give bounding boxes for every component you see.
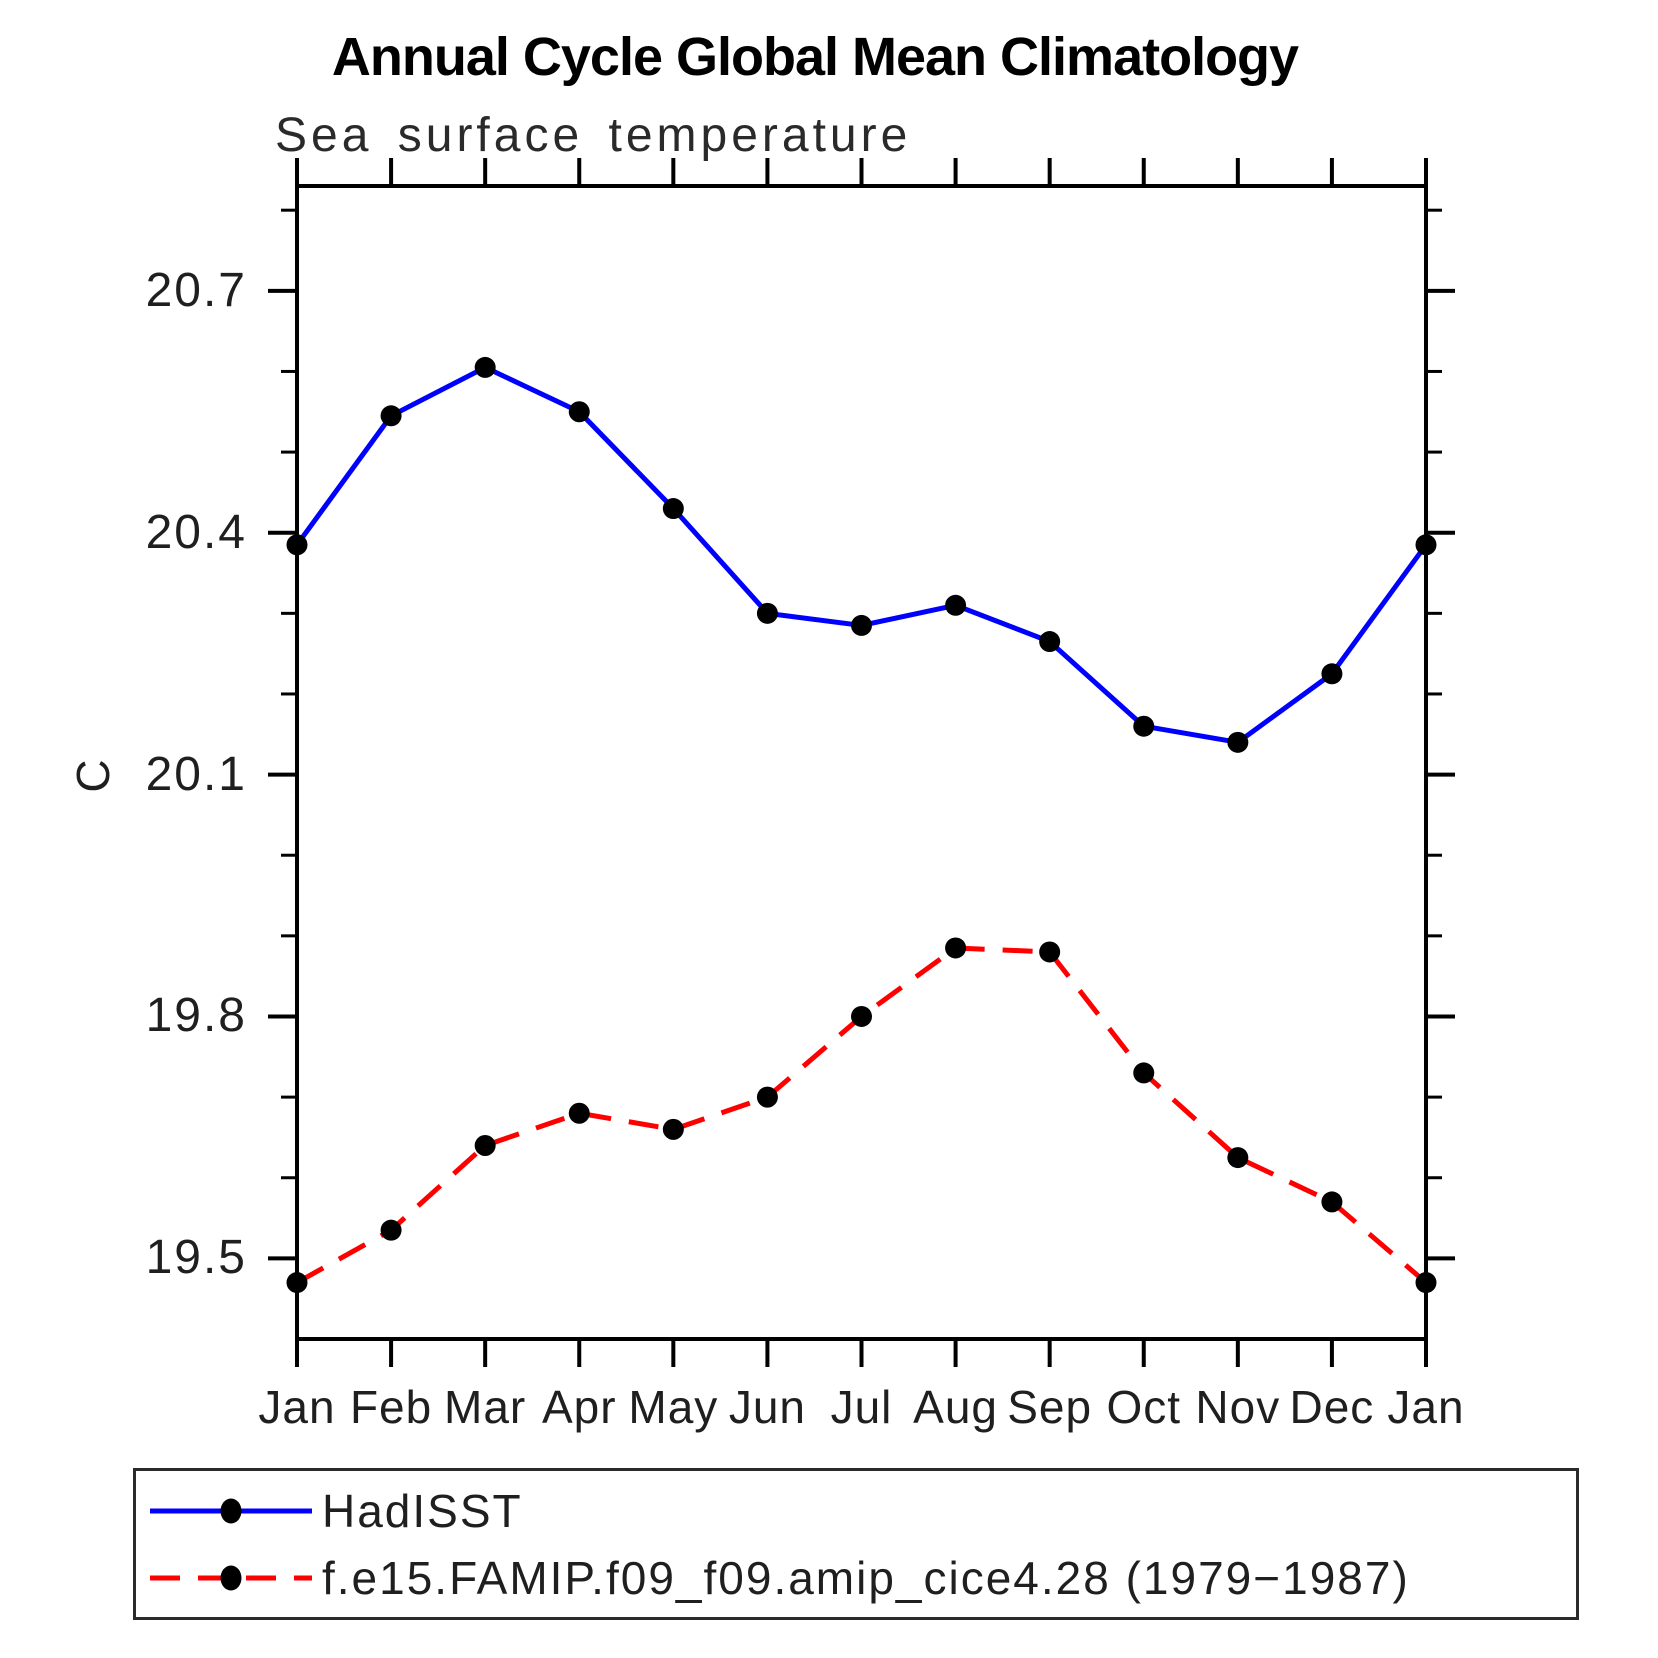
xtick-label: Nov — [1195, 1381, 1281, 1433]
ytick-label: 20.7 — [145, 263, 247, 317]
xtick-label: Oct — [1106, 1381, 1182, 1433]
xtick-label: May — [628, 1381, 719, 1433]
xtick-label: Sep — [1007, 1381, 1093, 1433]
ytick-label: 19.5 — [145, 1231, 247, 1285]
xtick-label: Jan — [258, 1381, 336, 1433]
legend-box — [133, 1468, 1579, 1620]
chart-subtitle: Sea surface temperature — [275, 109, 912, 162]
ytick-label: 19.8 — [145, 989, 247, 1043]
xtick-label: Dec — [1289, 1381, 1375, 1433]
xtick-label: Aug — [913, 1381, 998, 1433]
xtick-label: Jun — [728, 1381, 806, 1433]
xtick-label: Apr — [541, 1381, 617, 1433]
xtick-label: Feb — [349, 1381, 433, 1433]
xtick-label: Jul — [830, 1381, 893, 1433]
xtick-label: Mar — [444, 1381, 527, 1433]
xtick-label: Jan — [1387, 1381, 1465, 1433]
legend-label: HadISST — [322, 1485, 523, 1537]
legend-label: f.e15.FAMIP.f09_f09.amip_cice4.28 (1979−… — [322, 1552, 1410, 1604]
ytick-label: 20.4 — [145, 505, 247, 559]
ytick-label: 20.1 — [145, 747, 247, 801]
chart-title: Annual Cycle Global Mean Climatology — [331, 27, 1299, 87]
